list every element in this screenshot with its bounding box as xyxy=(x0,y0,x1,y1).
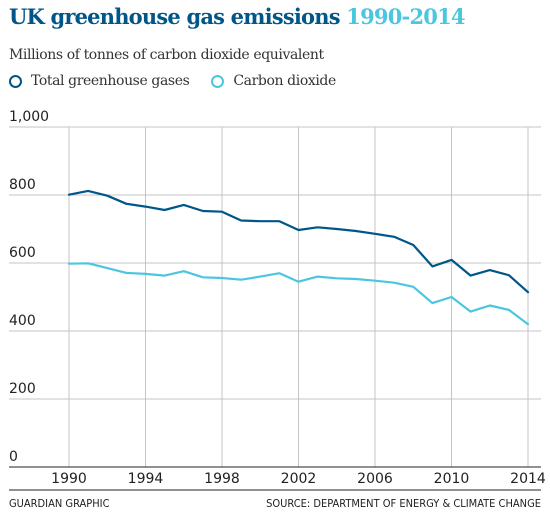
chart-subtitle: Millions of tonnes of carbon dioxide equ… xyxy=(9,47,324,63)
x-tick-label: 1998 xyxy=(204,471,240,487)
grid-lines xyxy=(9,126,541,467)
legend-label-co2: Carbon dioxide xyxy=(233,73,336,89)
y-tick-label: 800 xyxy=(9,177,36,193)
y-tick-label: 200 xyxy=(9,381,36,397)
series-line-co2 xyxy=(67,262,530,326)
x-tick-label: 2006 xyxy=(357,471,393,487)
chart-title: UK greenhouse gas emissions 1990-2014 xyxy=(9,4,466,29)
x-tick-label: 2010 xyxy=(434,471,470,487)
axes: 0 200 400 600 800 1,000 1990 1994 1998 2002 2006 20… xyxy=(9,109,546,491)
y-tick-label: 400 xyxy=(9,313,36,329)
x-tick-label: 1990 xyxy=(51,471,87,487)
series-line-total xyxy=(67,189,530,294)
y-tick-label: 1,000 xyxy=(9,109,49,125)
x-tick-label: 2002 xyxy=(281,471,317,487)
footer-source: SOURCE: DEPARTMENT OF ENERGY & CLIMATE C… xyxy=(266,497,541,510)
x-tick-label: 2014 xyxy=(510,471,546,487)
chart-legend: Total greenhouse gases Carbon dioxide xyxy=(9,73,336,89)
chart-title-years: 1990-2014 xyxy=(346,4,465,29)
legend-item-total: Total greenhouse gases xyxy=(9,73,190,89)
series-lines xyxy=(67,189,530,326)
legend-label-total: Total greenhouse gases xyxy=(31,73,190,89)
footer-credit: GUARDIAN GRAPHIC xyxy=(9,497,110,510)
x-tick-label: 1994 xyxy=(128,471,164,487)
legend-item-co2: Carbon dioxide xyxy=(211,73,336,89)
chart-title-main: UK greenhouse gas emissions xyxy=(9,4,341,29)
y-tick-label: 0 xyxy=(9,449,18,465)
chart-footer: GUARDIAN GRAPHIC SOURCE: DEPARTMENT OF E… xyxy=(9,497,541,510)
y-tick-label: 600 xyxy=(9,245,36,261)
legend-marker-total xyxy=(9,74,22,88)
legend-marker-co2 xyxy=(211,74,225,88)
